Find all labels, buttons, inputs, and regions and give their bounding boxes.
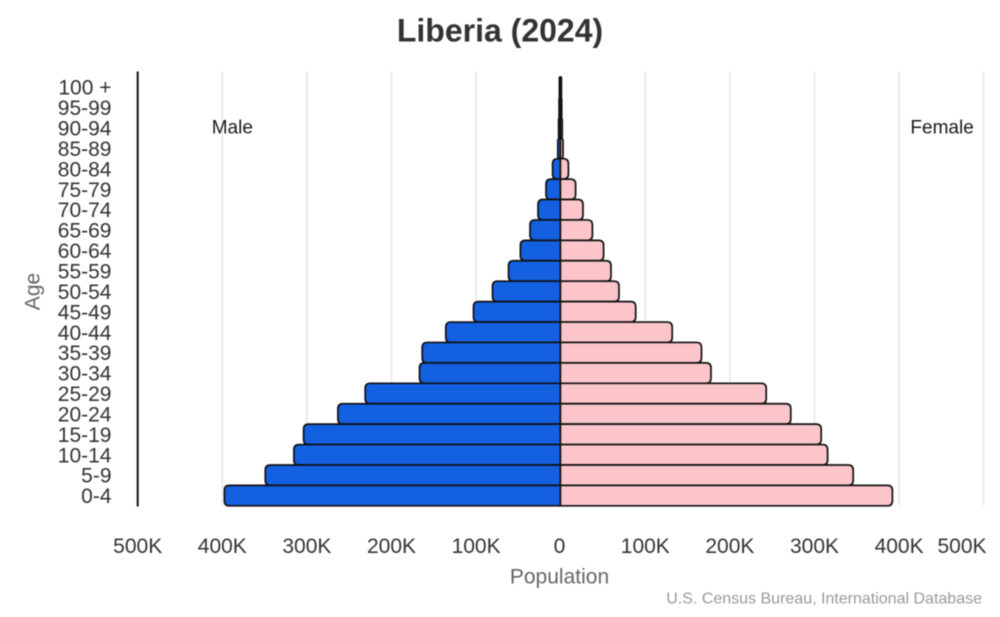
svg-text:400K: 400K — [198, 535, 247, 558]
svg-text:Age: Age — [22, 273, 45, 310]
svg-text:U.S. Census Bureau, Internatio: U.S. Census Bureau, International Databa… — [666, 591, 982, 608]
svg-text:45-49: 45-49 — [58, 301, 112, 324]
svg-text:30-34: 30-34 — [58, 363, 112, 386]
svg-text:65-69: 65-69 — [58, 220, 112, 243]
svg-text:95-99: 95-99 — [58, 97, 112, 120]
svg-text:100K: 100K — [621, 535, 670, 558]
svg-text:Population: Population — [510, 566, 609, 589]
svg-text:Liberia (2024): Liberia (2024) — [397, 13, 603, 49]
svg-text:60-64: 60-64 — [58, 240, 112, 263]
svg-text:80-84: 80-84 — [58, 158, 112, 181]
svg-text:Female: Female — [910, 118, 973, 139]
svg-text:10-14: 10-14 — [58, 444, 112, 467]
svg-text:55-59: 55-59 — [58, 261, 112, 284]
svg-text:500K: 500K — [113, 535, 162, 558]
svg-text:35-39: 35-39 — [58, 342, 112, 365]
svg-text:200K: 200K — [367, 535, 416, 558]
svg-text:25-29: 25-29 — [58, 383, 112, 406]
svg-text:75-79: 75-79 — [58, 179, 112, 202]
svg-text:85-89: 85-89 — [58, 138, 112, 161]
svg-text:20-24: 20-24 — [58, 403, 112, 426]
svg-text:0: 0 — [554, 535, 566, 558]
svg-text:0-4: 0-4 — [81, 485, 112, 508]
svg-text:300K: 300K — [282, 535, 331, 558]
svg-text:300K: 300K — [790, 535, 839, 558]
svg-text:100K: 100K — [452, 535, 501, 558]
svg-text:200K: 200K — [705, 535, 754, 558]
svg-text:Male: Male — [212, 118, 253, 139]
svg-text:40-44: 40-44 — [58, 322, 112, 345]
svg-text:90-94: 90-94 — [58, 118, 112, 141]
svg-text:50-54: 50-54 — [58, 281, 112, 304]
svg-text:100 +: 100 + — [58, 77, 111, 100]
svg-text:5-9: 5-9 — [81, 465, 111, 488]
svg-text:500K: 500K — [937, 535, 986, 558]
svg-text:70-74: 70-74 — [58, 199, 112, 222]
svg-text:15-19: 15-19 — [58, 424, 112, 447]
svg-text:400K: 400K — [875, 535, 924, 558]
